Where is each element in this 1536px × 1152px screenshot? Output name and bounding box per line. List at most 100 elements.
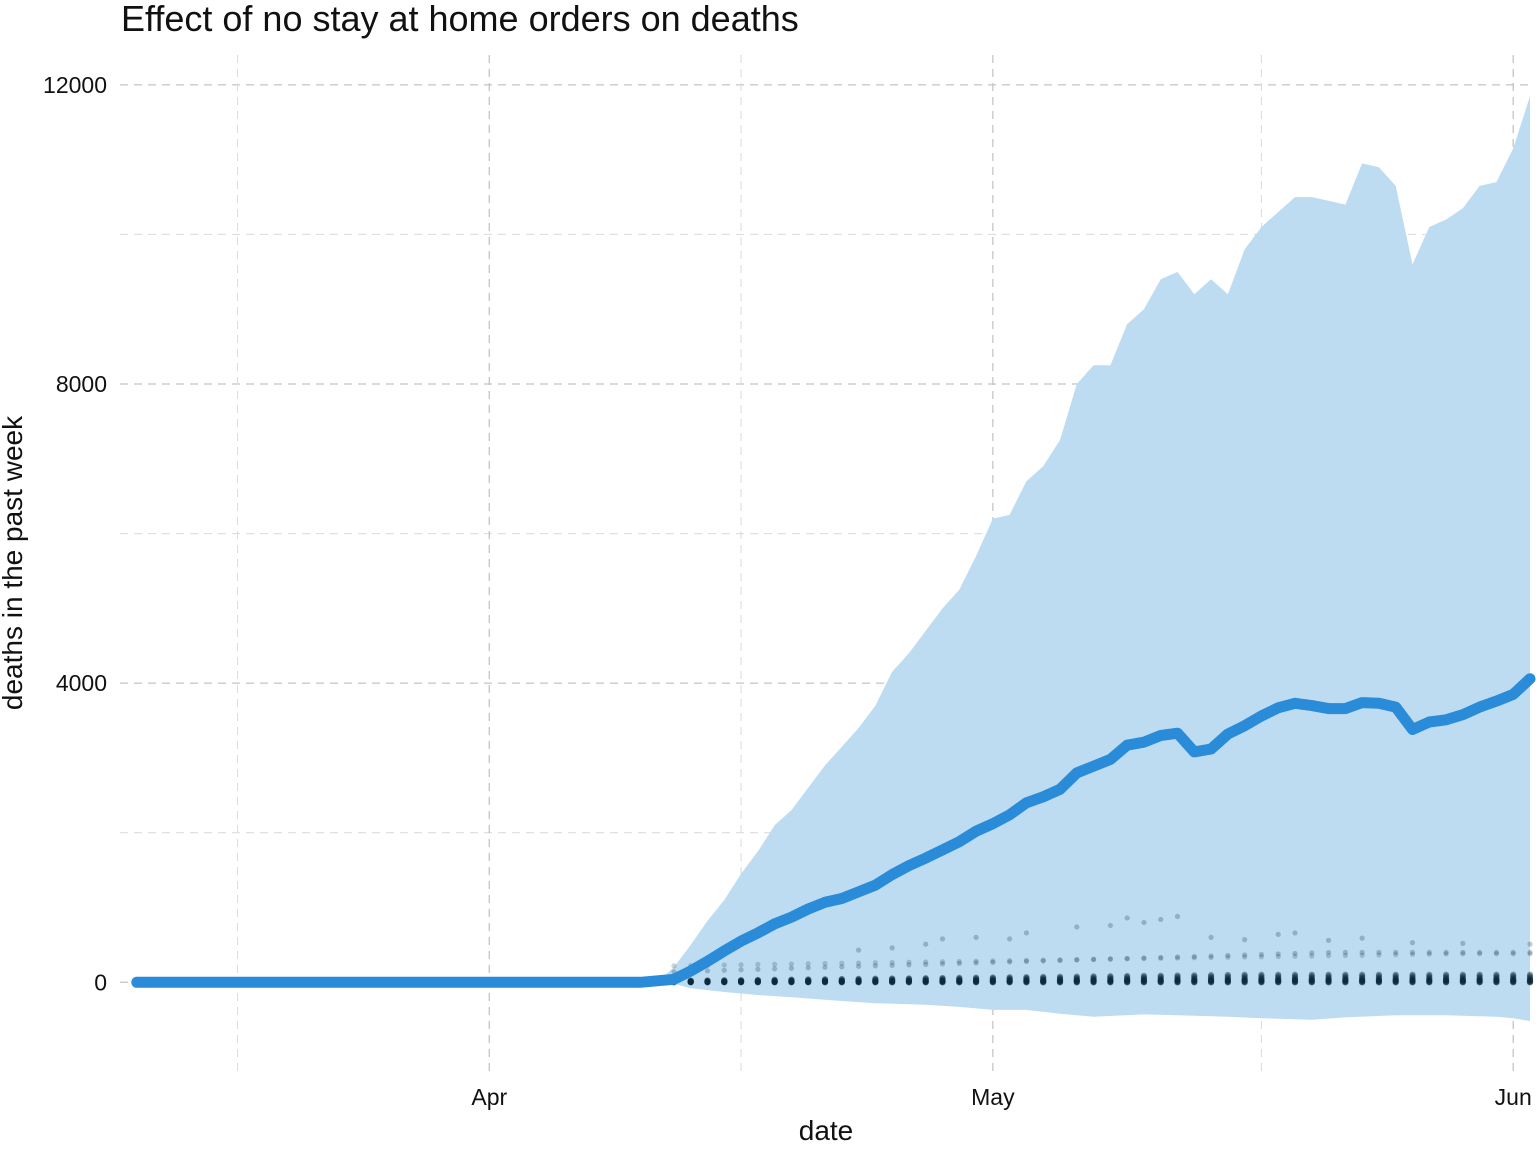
sim-point — [838, 977, 845, 984]
sim-point — [771, 978, 778, 985]
sim-point — [1224, 975, 1231, 983]
sim-point — [1174, 913, 1181, 920]
sim-point — [1090, 975, 1097, 982]
sim-point — [1426, 974, 1433, 981]
sim-point — [1107, 973, 1114, 980]
sim-point — [805, 961, 811, 967]
sim-point — [1275, 975, 1282, 982]
sim-point — [1493, 976, 1500, 984]
sim-point — [1207, 975, 1215, 983]
sim-point — [1460, 951, 1466, 957]
sim-point — [1409, 971, 1416, 978]
sim-point — [721, 978, 728, 985]
sim-point — [1073, 974, 1080, 981]
sim-point — [1409, 951, 1416, 958]
sim-point — [1493, 973, 1500, 980]
sim-point — [1527, 941, 1533, 947]
sim-point — [838, 975, 845, 983]
sim-point — [905, 975, 913, 982]
sim-point — [1409, 974, 1416, 981]
sim-point — [771, 977, 778, 984]
sim-point — [1207, 974, 1215, 982]
sim-point — [922, 977, 929, 984]
sim-point — [788, 978, 795, 985]
sim-point — [972, 976, 980, 983]
sim-point — [1426, 971, 1433, 978]
sim-point — [1040, 974, 1047, 982]
sim-point — [1107, 975, 1114, 982]
sim-point — [1460, 940, 1466, 946]
sim-point — [1459, 975, 1466, 982]
sim-point — [1292, 953, 1298, 959]
sim-point — [872, 978, 879, 985]
sim-point — [889, 978, 896, 985]
sim-point — [1006, 976, 1013, 984]
sim-point — [1258, 951, 1265, 958]
sim-point — [855, 960, 862, 966]
sim-point — [1141, 955, 1147, 961]
sim-point — [1375, 974, 1383, 981]
median-line-path — [131, 673, 1536, 988]
sim-point — [1225, 952, 1231, 959]
sim-point — [1056, 975, 1064, 983]
sim-point — [872, 975, 879, 982]
sim-point — [1291, 974, 1299, 981]
sim-point — [1242, 954, 1248, 960]
sim-point — [1157, 977, 1164, 984]
sim-point — [1359, 952, 1365, 958]
sim-point — [1426, 949, 1432, 955]
sim-point — [721, 962, 727, 968]
sim-point — [1409, 973, 1416, 980]
sim-point — [1359, 974, 1366, 981]
sim-point — [1040, 975, 1047, 983]
sim-point — [1375, 971, 1383, 978]
sim-point — [905, 976, 913, 983]
sim-point — [1241, 973, 1248, 980]
sim-point — [1308, 973, 1315, 980]
sim-point — [1392, 971, 1399, 978]
sim-point — [1224, 971, 1231, 979]
sim-point — [922, 975, 929, 983]
sim-point — [939, 961, 946, 967]
sim-point — [1224, 974, 1231, 981]
sim-point — [737, 976, 745, 984]
sim-point — [973, 934, 979, 940]
x-tick-label: Apr — [471, 1084, 507, 1110]
sim-point — [754, 977, 761, 984]
sim-point — [889, 945, 895, 951]
sim-point — [889, 976, 896, 984]
sim-point — [1325, 974, 1332, 981]
sim-point — [855, 947, 862, 953]
sim-point — [889, 977, 896, 984]
sim-point — [1275, 953, 1281, 960]
sim-point — [821, 977, 829, 984]
sim-point — [1409, 975, 1416, 982]
sim-point — [1477, 951, 1483, 957]
sim-point — [872, 963, 878, 969]
sim-point — [1073, 976, 1080, 983]
sim-point — [1476, 975, 1483, 982]
sim-point — [1073, 977, 1080, 984]
sim-point — [1124, 915, 1130, 921]
sim-point — [704, 968, 711, 974]
y-tick-label: 8000 — [56, 371, 107, 397]
sim-point — [1242, 937, 1248, 943]
sim-point — [788, 977, 795, 984]
sim-point — [1291, 975, 1299, 982]
sim-point — [1342, 952, 1348, 959]
y-tick-label: 0 — [94, 969, 107, 995]
sim-point — [989, 975, 996, 982]
sim-point — [855, 963, 862, 969]
sim-point — [1325, 973, 1332, 980]
sim-point — [1174, 977, 1181, 984]
sim-point — [1309, 950, 1315, 956]
sim-point — [1023, 957, 1030, 963]
sim-point — [772, 966, 778, 972]
sim-point — [1191, 977, 1198, 984]
sim-point — [1510, 971, 1517, 978]
sim-point — [1342, 949, 1348, 955]
sim-point — [1207, 973, 1215, 980]
sim-point — [989, 977, 996, 984]
sim-point — [956, 960, 962, 966]
